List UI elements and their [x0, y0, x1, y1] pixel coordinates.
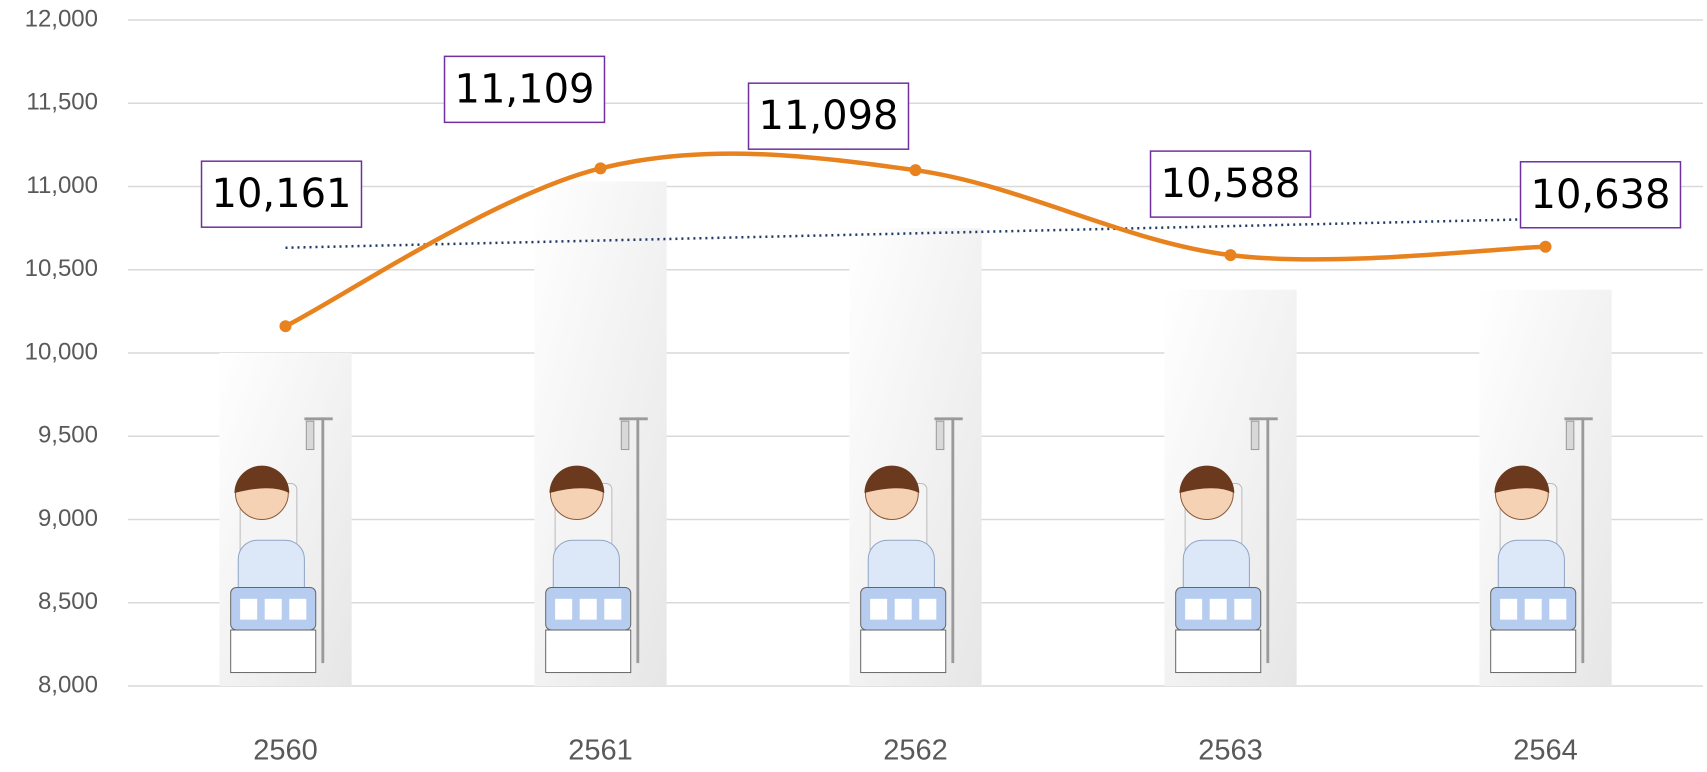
picture-part	[321, 417, 324, 663]
picture-part	[1210, 599, 1227, 620]
x-tick-label: 2562	[883, 735, 948, 767]
y-tick-label: 11,000	[26, 172, 98, 199]
picture-part	[580, 599, 597, 620]
line-point	[910, 164, 922, 176]
picture-part	[870, 599, 887, 620]
picture-part	[1525, 599, 1542, 620]
x-tick-label: 2561	[568, 735, 633, 767]
y-tick-label: 10,500	[25, 255, 98, 282]
picture-part	[1176, 630, 1261, 673]
line-point	[595, 162, 607, 174]
x-tick-label: 2564	[1513, 735, 1578, 767]
data-label: 11,109	[455, 66, 595, 112]
picture-part	[265, 599, 282, 620]
picture-part	[936, 421, 944, 449]
picture-part	[546, 630, 631, 673]
picture-part	[1564, 417, 1592, 420]
picture-part	[636, 417, 639, 663]
y-tick-label: 12,000	[25, 5, 98, 32]
picture-part	[1234, 599, 1251, 620]
picture-part	[1549, 599, 1566, 620]
y-tick-label: 10,000	[25, 338, 98, 365]
data-label: 10,588	[1161, 161, 1301, 207]
y-tick-label: 8,500	[38, 588, 98, 615]
picture-part	[1251, 421, 1259, 449]
picture-part	[304, 417, 332, 420]
picture-part	[289, 599, 306, 620]
picture-part	[951, 417, 954, 663]
picture-part	[621, 421, 629, 449]
data-label: 10,161	[212, 171, 352, 217]
line-point	[280, 320, 292, 332]
y-tick-label: 9,500	[38, 422, 98, 449]
y-tick-label: 11,500	[26, 89, 98, 116]
line-point	[1540, 241, 1552, 253]
picture-part	[306, 421, 314, 449]
picture-part	[1185, 599, 1202, 620]
picture-part	[555, 599, 572, 620]
picture-part	[1566, 421, 1574, 449]
page: {"chart_data": {"type": "combo", "catego…	[0, 0, 1707, 772]
chart: 8,000 8,500 9,000 9,500 10,000 10,500 11,000 11…	[0, 0, 1707, 772]
picture-part	[240, 599, 257, 620]
picture-part	[1500, 599, 1517, 620]
y-tick-label: 9,000	[38, 505, 98, 532]
picture-part	[895, 599, 912, 620]
line-point	[1225, 249, 1237, 261]
picture-part	[1249, 417, 1277, 420]
picture-part	[619, 417, 647, 420]
data-label: 11,098	[759, 93, 899, 139]
picture-part	[1491, 630, 1576, 673]
picture-part	[934, 417, 962, 420]
picture-part	[861, 630, 946, 673]
y-tick-label: 8,000	[38, 671, 98, 698]
picture-part	[1581, 417, 1584, 663]
x-tick-label: 2563	[1198, 735, 1263, 767]
x-tick-label: 2560	[253, 735, 318, 767]
picture-part	[604, 599, 621, 620]
data-label: 10,638	[1531, 172, 1671, 218]
picture-part	[231, 630, 316, 673]
picture-part	[1266, 417, 1269, 663]
picture-part	[919, 599, 936, 620]
